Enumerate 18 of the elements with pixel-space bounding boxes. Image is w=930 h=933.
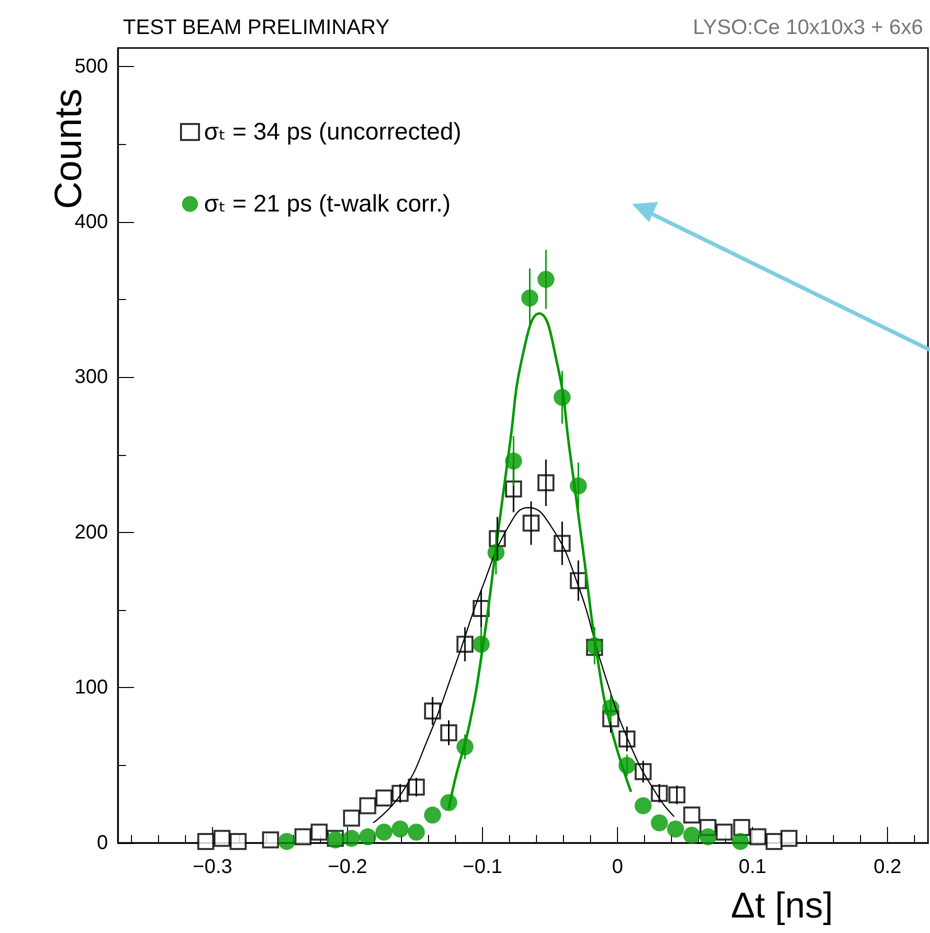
chart-subtitle: LYSO:Ce 10x10x3 + 6x6 (692, 16, 924, 39)
y-tick-label: 500 (74, 56, 108, 78)
y-tick-label: 400 (74, 210, 108, 233)
y-tick-label: 0 (96, 832, 108, 854)
x-axis-title: Δt [ns] (730, 884, 833, 926)
y-tick-label: 300 (74, 366, 108, 388)
chart-title: TEST BEAM PRELIMINARY (123, 16, 390, 39)
x-tick-label: 0.2 (874, 856, 902, 878)
x-tick-label: 0 (612, 856, 624, 878)
y-tick-label: 100 (74, 676, 108, 699)
y-axis-title: Counts (48, 88, 90, 210)
legend-label: σₜ = 21 ps (t-walk corr.) (204, 190, 451, 218)
legend-label: σₜ = 34 ps (uncorrected) (204, 118, 462, 146)
x-tick-label: 0.1 (738, 856, 766, 878)
x-tick-label: −0.2 (328, 856, 368, 878)
x-tick-label: −0.1 (462, 856, 502, 878)
x-tick-label: −0.3 (192, 856, 232, 878)
y-tick-label: 200 (74, 521, 108, 544)
